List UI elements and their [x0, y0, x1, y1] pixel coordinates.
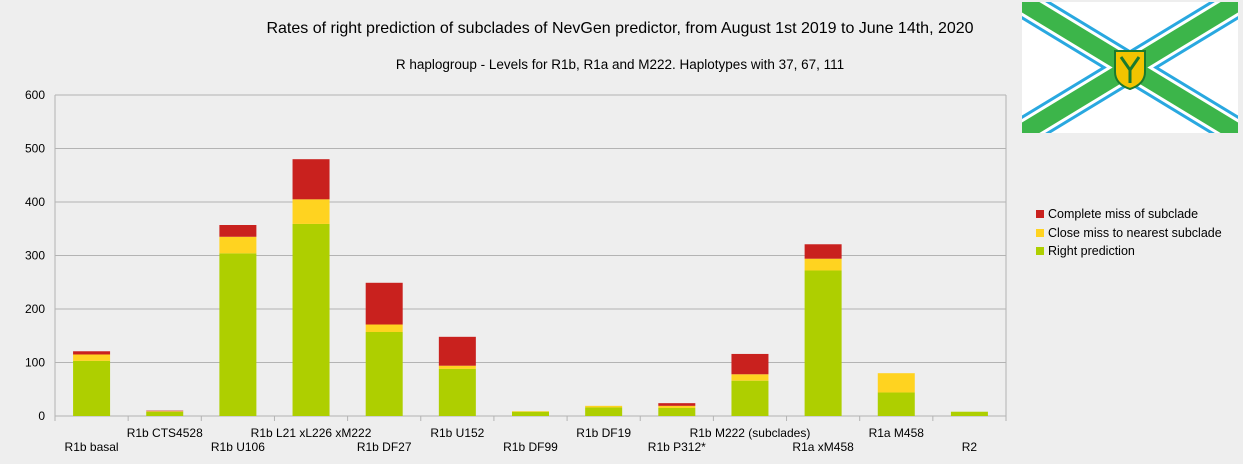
bar-close-miss-to-nearest-subclade [731, 374, 769, 381]
bar-right-prediction [731, 380, 769, 416]
legend-swatch [1036, 228, 1044, 237]
bar-complete-miss-of-subclade [219, 225, 257, 237]
legend-swatch [1036, 247, 1044, 256]
legend-item: Right prediction [1036, 242, 1222, 261]
chart-subtitle: R haplogroup - Levels for R1b, R1a and M… [395, 57, 845, 72]
bar-complete-miss-of-subclade [146, 410, 184, 412]
bar-right-prediction [950, 411, 988, 416]
x-tick-label: R1b P312* [648, 440, 706, 454]
x-tick-label: R1a M458 [869, 426, 925, 440]
bar-complete-miss-of-subclade [438, 336, 476, 366]
y-tick-label: 300 [25, 249, 45, 263]
y-tick-label: 400 [25, 195, 45, 209]
y-tick-label: 500 [25, 142, 45, 156]
bar-right-prediction [658, 407, 696, 416]
bar-close-miss-to-nearest-subclade [438, 365, 476, 369]
bar-close-miss-to-nearest-subclade [146, 411, 184, 412]
legend-item: Close miss to nearest subclade [1036, 224, 1222, 243]
x-tick-label: R2 [962, 440, 978, 454]
bar-right-prediction [877, 392, 915, 416]
bar-right-prediction [73, 360, 111, 416]
bar-chart: 0 100 200 300 400 500 600 R1b basal R1b CTS4528 R… [25, 88, 1007, 454]
bar-complete-miss-of-subclade [658, 403, 696, 406]
chart-title: Rates of right prediction of subclades o… [266, 20, 974, 37]
x-tick-label: R1a xM458 [792, 440, 854, 454]
bar-close-miss-to-nearest-subclade [219, 236, 257, 254]
bar-right-prediction [438, 368, 476, 416]
bar-complete-miss-of-subclade [731, 353, 769, 375]
bar-right-prediction [585, 407, 623, 416]
legend-label: Close miss to nearest subclade [1048, 225, 1222, 240]
x-tick-label: R1b basal [65, 440, 119, 454]
bar-complete-miss-of-subclade [73, 351, 111, 355]
bar-close-miss-to-nearest-subclade [877, 373, 915, 393]
x-tick-label: R1b M222 (subclades) [690, 426, 811, 440]
bar-close-miss-to-nearest-subclade [365, 324, 403, 333]
bar-right-prediction [292, 223, 330, 416]
x-tick-label: R1b L21 xL226 xM222 [251, 426, 372, 440]
bar-close-miss-to-nearest-subclade [585, 405, 623, 408]
chart-legend: Complete miss of subclade Close miss to n… [1036, 205, 1222, 261]
bar-right-prediction [219, 253, 257, 416]
bar-complete-miss-of-subclade [292, 159, 330, 200]
x-tick-label: R1b DF27 [357, 440, 412, 454]
y-tick-label: 200 [25, 302, 45, 316]
bar-right-prediction [804, 270, 842, 416]
bar-complete-miss-of-subclade [804, 244, 842, 259]
x-tick-label: R1b DF19 [576, 426, 631, 440]
flag-emblem [1022, 2, 1238, 133]
legend-label: Complete miss of subclade [1048, 207, 1199, 222]
y-tick-label: 600 [25, 88, 45, 102]
bar-close-miss-to-nearest-subclade [658, 405, 696, 408]
legend-label: Right prediction [1048, 244, 1135, 259]
bar-right-prediction [365, 332, 403, 416]
bar-right-prediction [512, 411, 549, 416]
bar-close-miss-to-nearest-subclade [512, 411, 549, 412]
legend-swatch [1036, 210, 1044, 219]
legend-item: Complete miss of subclade [1036, 205, 1222, 224]
bar-close-miss-to-nearest-subclade [292, 199, 330, 224]
x-tick-label: R1b U106 [211, 440, 265, 454]
bar-complete-miss-of-subclade [365, 282, 403, 325]
x-tick-label: R1b CTS4528 [127, 426, 203, 440]
y-tick-label: 0 [38, 409, 45, 423]
bar-right-prediction [146, 411, 184, 416]
bar-close-miss-to-nearest-subclade [73, 354, 111, 361]
x-tick-label: R1b U152 [430, 426, 484, 440]
bar-close-miss-to-nearest-subclade [804, 258, 842, 271]
y-tick-label: 100 [25, 356, 45, 370]
x-tick-label: R1b DF99 [503, 440, 558, 454]
